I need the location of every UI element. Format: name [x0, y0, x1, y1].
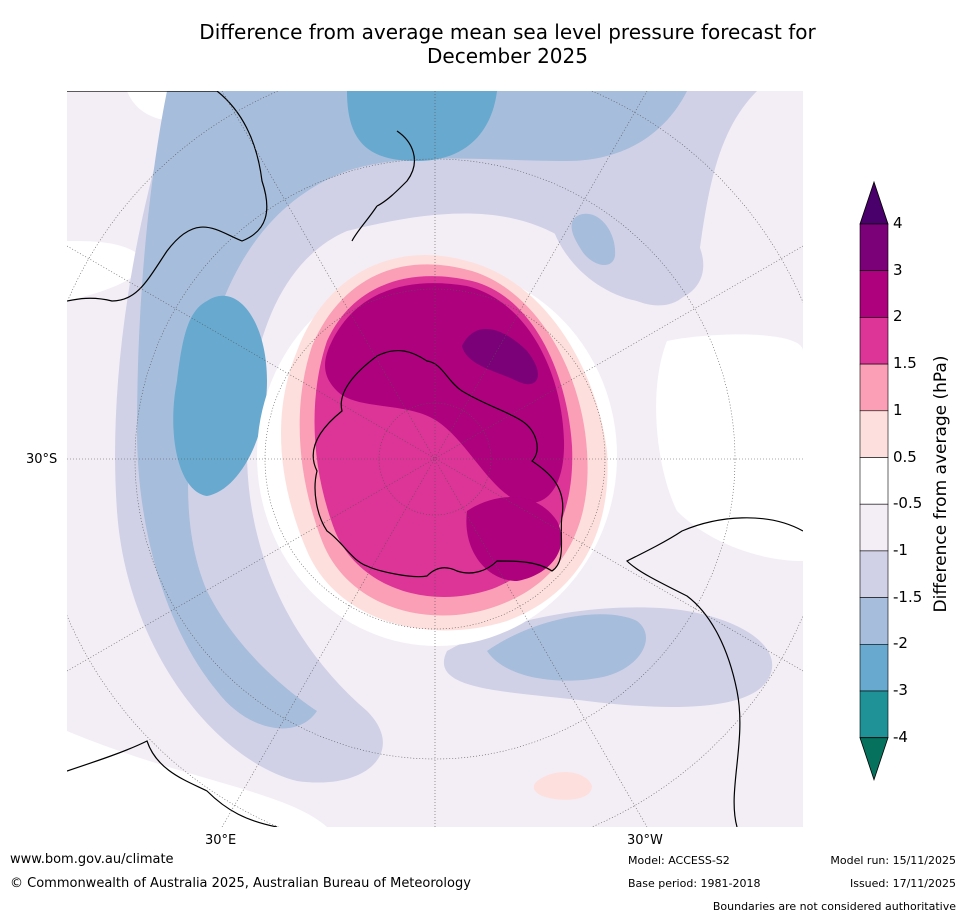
footer-disclaimer: Boundaries are not considered authoritat…	[712, 900, 956, 913]
chart-title: Difference from average mean sea level p…	[0, 20, 965, 68]
lon-label-30w: 30°W	[627, 833, 663, 848]
neutral-area-southwest	[67, 731, 327, 827]
colorbar-tick: 2	[893, 307, 903, 326]
meridian-diag-1	[67, 245, 803, 672]
colorbar-band	[859, 223, 889, 272]
colorbar-tick: -0.5	[893, 494, 923, 513]
new-zealand-south	[351, 205, 378, 242]
colorbar-band	[859, 690, 889, 739]
colorbar-tick: -3	[893, 681, 908, 699]
footer-url[interactable]: www.bom.gov.au/climate	[10, 852, 174, 867]
colorbar-tick: -1	[893, 540, 908, 559]
neutral-area-east	[656, 334, 803, 561]
plus-0.5-patch	[533, 771, 592, 800]
colorbar-label: Difference from average (hPa)	[931, 355, 951, 613]
plus-3-contour	[462, 329, 538, 385]
lat-label-30s: 30°S	[26, 452, 58, 467]
colorbar-band	[859, 363, 889, 412]
minus-1.5-southeast	[487, 614, 646, 681]
colorbar-tick: 3	[893, 260, 903, 279]
footer-base-period: Base period: 1981-2018	[628, 877, 761, 890]
meridian-diag-2	[67, 245, 803, 672]
minus-2-west	[173, 295, 267, 496]
colorbar-band	[859, 597, 889, 645]
footer-copyright: © Commonwealth of Australia 2025, Austra…	[10, 876, 471, 891]
colorbar-tick: -4	[893, 727, 908, 746]
colorbar-band	[859, 643, 889, 692]
colorbar-tick: 4	[893, 214, 903, 232]
lon-label-30e: 30°E	[205, 833, 237, 848]
pressure-anomaly-map	[67, 91, 803, 827]
colorbar-tick: -1.5	[893, 587, 923, 606]
minus-1.5-northeast	[571, 213, 616, 266]
title-line-1: Difference from average mean sea level p…	[199, 20, 816, 44]
colorbar-extend-high	[859, 180, 889, 225]
colorbar-band	[859, 457, 889, 505]
meridian-diag-3	[221, 91, 648, 827]
colorbar-tick: -2	[893, 634, 908, 653]
colorbar-svg	[859, 180, 889, 781]
colorbar-tick: 0.5	[893, 447, 917, 466]
title-line-2: December 2025	[427, 44, 588, 68]
colorbar-band	[859, 550, 889, 598]
australia-coastline	[67, 91, 268, 302]
colorbar-tick: 1	[893, 400, 903, 419]
minus-1.5-band	[137, 91, 687, 729]
meridian-diag-4	[221, 91, 648, 827]
colorbar-tick: 1.5	[893, 354, 917, 373]
colorbar-band	[859, 270, 889, 318]
colorbar-extend-low	[859, 737, 889, 781]
footer-model-run: Model run: 15/11/2025	[830, 854, 956, 867]
colorbar-band	[859, 317, 889, 365]
minus-1-northeast	[545, 169, 704, 303]
colorbar-band	[859, 503, 889, 552]
antarctica-coastline	[312, 349, 564, 578]
footer-issued: Issued: 17/11/2025	[849, 877, 956, 890]
footer-model: Model: ACCESS-S2	[628, 854, 730, 867]
graticule-circle-30s	[134, 158, 736, 760]
africa-coastline	[67, 740, 278, 827]
graticule	[67, 91, 803, 827]
south-america-coastline	[625, 517, 803, 827]
colorbar	[855, 180, 965, 790]
map-svg	[67, 91, 803, 827]
new-zealand-north	[376, 130, 416, 207]
neutral-area-west	[67, 241, 147, 301]
colorbar-band	[859, 410, 889, 458]
minus-2-north	[347, 91, 497, 161]
